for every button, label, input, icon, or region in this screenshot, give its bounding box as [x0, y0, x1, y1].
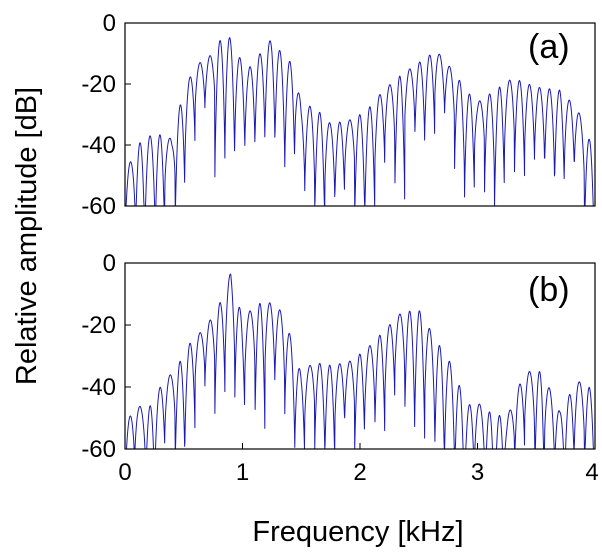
- y-axis-label: Relative amplitude [dB]: [11, 87, 43, 385]
- panel-b-xtick-label-1: 1: [236, 459, 249, 486]
- panel-b-xtick-label-4: 4: [585, 459, 598, 486]
- panel-b-ytick-label-2: -40: [81, 374, 116, 401]
- x-axis-label: Frequency [kHz]: [252, 516, 463, 548]
- panel-a-frame: [124, 22, 596, 207]
- panel-b-label: (b): [528, 271, 570, 309]
- panel-b-series-line: [124, 273, 596, 450]
- panel-a-ytick-label-1: -20: [81, 71, 116, 98]
- panel-b: 0 -20 -40 -60 0 1 2 3 4 (b): [81, 250, 598, 486]
- panel-a-ytick-label-0: 0: [103, 10, 116, 37]
- panel-a: 0 -20 -40 -60 (a): [81, 10, 596, 220]
- panel-a-series-line: [124, 37, 596, 207]
- panel-b-frame: [124, 262, 596, 450]
- panel-a-label: (a): [528, 28, 570, 66]
- panel-b-xtick-label-0: 0: [118, 459, 131, 486]
- panel-a-ytick-label-3: -60: [81, 193, 116, 220]
- panel-b-xtick-label-2: 2: [353, 459, 366, 486]
- panel-b-ytick-label-1: -20: [81, 312, 116, 339]
- panel-b-xtick-label-3: 3: [471, 459, 484, 486]
- panel-b-ytick-label-0: 0: [103, 250, 116, 277]
- panel-a-ytick-label-2: -40: [81, 132, 116, 159]
- panel-b-ytick-label-3: -60: [81, 436, 116, 463]
